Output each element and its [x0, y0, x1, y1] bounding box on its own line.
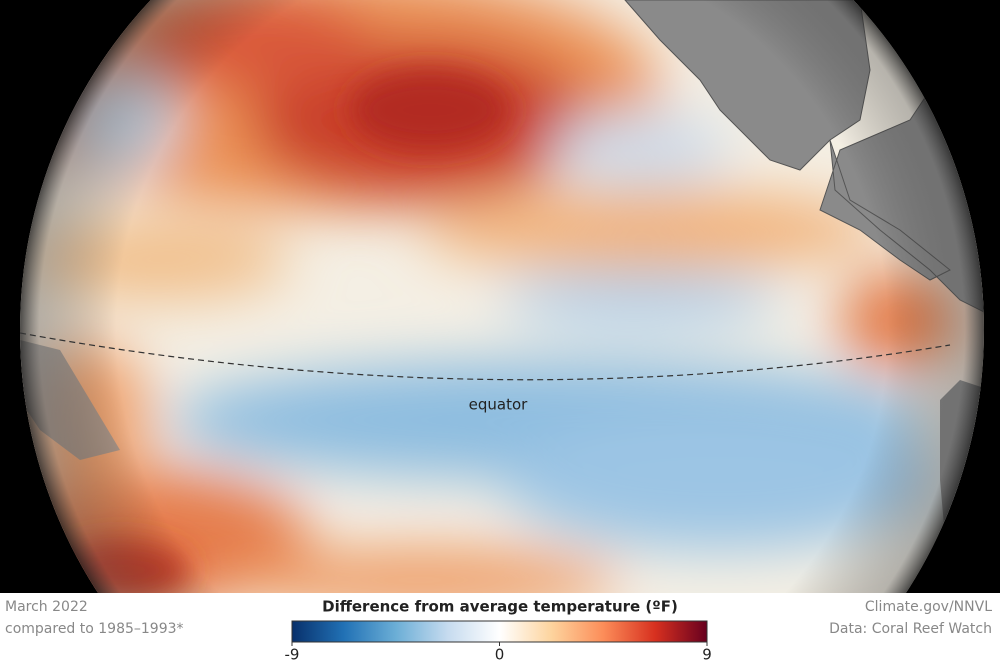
colorbar-tick-label: 9 [702, 646, 712, 664]
source-label: Data: Coral Reef Watch [829, 621, 992, 637]
date-label: March 2022 [5, 599, 88, 615]
credit-label: Climate.gov/NNVL [865, 599, 992, 615]
colorbar-tick-label: -9 [285, 646, 300, 664]
baseline-label: compared to 1985–1993* [5, 621, 184, 637]
legend-title: Difference from average temperature (ºF) [322, 598, 678, 616]
colorbar [291, 620, 708, 643]
equator-label: equator [469, 396, 529, 414]
globe: equator [20, 0, 984, 610]
colorbar-tick-label: 0 [495, 646, 505, 664]
equator-line [20, 332, 951, 381]
